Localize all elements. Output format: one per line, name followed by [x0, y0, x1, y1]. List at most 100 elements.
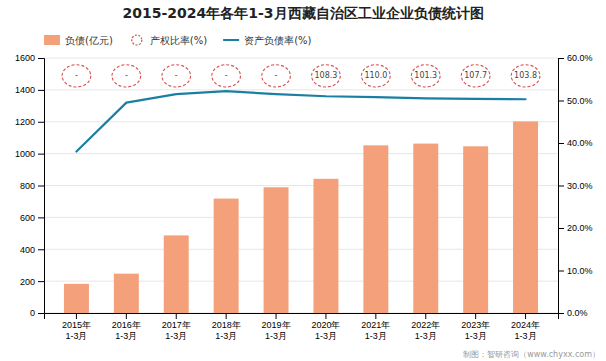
- tick: 1600: [15, 53, 44, 63]
- bar: [413, 144, 438, 313]
- data-label: 110.0: [364, 71, 387, 80]
- bar: [313, 179, 338, 313]
- footnote: 制图：智研咨询（www.chyxx.com）: [463, 350, 600, 359]
- tick-label: 2020年1-3月: [311, 320, 340, 340]
- y-axis: 0 200 400 600 800 1000 1200 1400 1600: [15, 53, 45, 318]
- bar: [463, 146, 488, 313]
- tick-mark: [38, 154, 44, 155]
- tick: 200: [20, 277, 44, 287]
- tick-mark: [126, 313, 127, 319]
- tick-label: 400: [20, 245, 35, 255]
- tick: 0.0%: [558, 308, 588, 318]
- tick: 0: [30, 308, 44, 318]
- tick-mark: [558, 313, 564, 314]
- tick-mark: [276, 313, 277, 319]
- tick: 50.0%: [558, 96, 593, 106]
- data-label: 108.3: [314, 71, 337, 80]
- tick-mark: [375, 313, 376, 319]
- ratio-ellipse: [112, 65, 141, 87]
- bar: [164, 235, 189, 313]
- tick: 2019年1-3月: [262, 313, 291, 341]
- legend-swatch: [44, 35, 60, 45]
- tick-label: 0.0%: [567, 308, 588, 318]
- tick-mark: [475, 313, 476, 319]
- tick-label: 1600: [15, 53, 35, 63]
- tick: 2024年1-3月: [511, 313, 540, 341]
- tick-mark: [558, 101, 564, 102]
- bar: [264, 187, 289, 313]
- ratio-ellipse: [411, 65, 440, 87]
- y2-axis: 0.0%10.0%20.0%30.0%40.0%50.0%60.0%: [558, 53, 593, 318]
- tick-mark: [38, 122, 44, 123]
- tick-label: 2022年1-3月: [411, 320, 440, 340]
- data-label: -: [175, 71, 178, 80]
- tick: 60.0%: [558, 53, 593, 63]
- tick-label: 1400: [15, 85, 35, 95]
- tick-label: 600: [20, 213, 35, 223]
- chart: 2015-2024年各年1-3月西藏自治区工业企业负债统计图-----108.3…: [0, 0, 606, 361]
- tick-label: 2016年1-3月: [112, 320, 141, 340]
- tick-label: 200: [20, 277, 35, 287]
- tick-mark: [38, 90, 44, 91]
- ratio-ellipse: [162, 65, 191, 87]
- tick: 2023年1-3月: [461, 313, 490, 341]
- tick-label: 1000: [15, 149, 35, 159]
- tick-label: 2023年1-3月: [461, 320, 490, 340]
- legend-swatch: [223, 39, 239, 41]
- ratio-ellipse: [511, 65, 540, 87]
- legend-swatch: [132, 35, 142, 45]
- legend: 负债(亿元) 产权比率(%) 资产负债率(%): [44, 35, 312, 46]
- labels: -----108.3110.0101.3107.7103.8: [75, 71, 537, 80]
- tick-label: 0: [30, 308, 35, 318]
- tick-mark: [558, 143, 564, 144]
- tick: 20.0%: [558, 223, 593, 233]
- tick-mark: [38, 281, 44, 282]
- tick: 1400: [15, 85, 44, 95]
- tick-mark: [38, 217, 44, 218]
- tick: 2016年1-3月: [112, 313, 141, 341]
- tick-mark: [38, 58, 44, 59]
- tick: 40.0%: [558, 138, 593, 148]
- grid-line: [44, 121, 558, 122]
- tick: 2020年1-3月: [311, 313, 340, 341]
- x-axis: 2015年1-3月 2016年1-3月 2017年1-3月 2018年1-3月 2019…: [45, 313, 559, 341]
- tick-label: 2024年1-3月: [511, 320, 540, 340]
- tick-mark: [38, 186, 44, 187]
- data-label: 103.8: [514, 71, 537, 80]
- axis-line: [559, 59, 565, 314]
- tick-label: 40.0%: [567, 138, 593, 148]
- tick-mark: [176, 313, 177, 319]
- axis-line: [45, 314, 559, 320]
- ratio-ellipse: [362, 65, 391, 87]
- tick-mark: [38, 249, 44, 250]
- tick-mark: [425, 313, 426, 319]
- tick-label: 2015年1-3月: [62, 320, 91, 340]
- tick: 2017年1-3月: [162, 313, 191, 341]
- tick-label: 1200: [15, 117, 35, 127]
- tick-mark: [558, 186, 564, 187]
- tick-mark: [558, 228, 564, 229]
- ratio-ellipse: [212, 65, 241, 87]
- legend-item: 负债(亿元): [44, 35, 113, 46]
- tick-label: 800: [20, 181, 35, 191]
- grid-line: [44, 58, 558, 59]
- ratio-ellipse: [312, 65, 341, 87]
- legend-label: 资产负债率(%): [244, 35, 311, 46]
- tick: 600: [20, 213, 44, 223]
- axis-line: [38, 59, 45, 314]
- tick-mark: [558, 58, 564, 59]
- tick-mark: [325, 313, 326, 319]
- tick: 2022年1-3月: [411, 313, 440, 341]
- tick: 1200: [15, 117, 44, 127]
- tick-label: 50.0%: [567, 96, 593, 106]
- legend-label: 产权比率(%): [150, 35, 207, 46]
- tick-label: 2018年1-3月: [212, 320, 241, 340]
- tick: 400: [20, 245, 44, 255]
- bar: [64, 284, 89, 313]
- marks: [62, 65, 540, 313]
- tick-label: 20.0%: [567, 223, 593, 233]
- data-label: -: [125, 71, 128, 80]
- tick: 2021年1-3月: [361, 313, 390, 341]
- legend-label: 负债(亿元): [65, 35, 113, 46]
- bar: [363, 145, 388, 313]
